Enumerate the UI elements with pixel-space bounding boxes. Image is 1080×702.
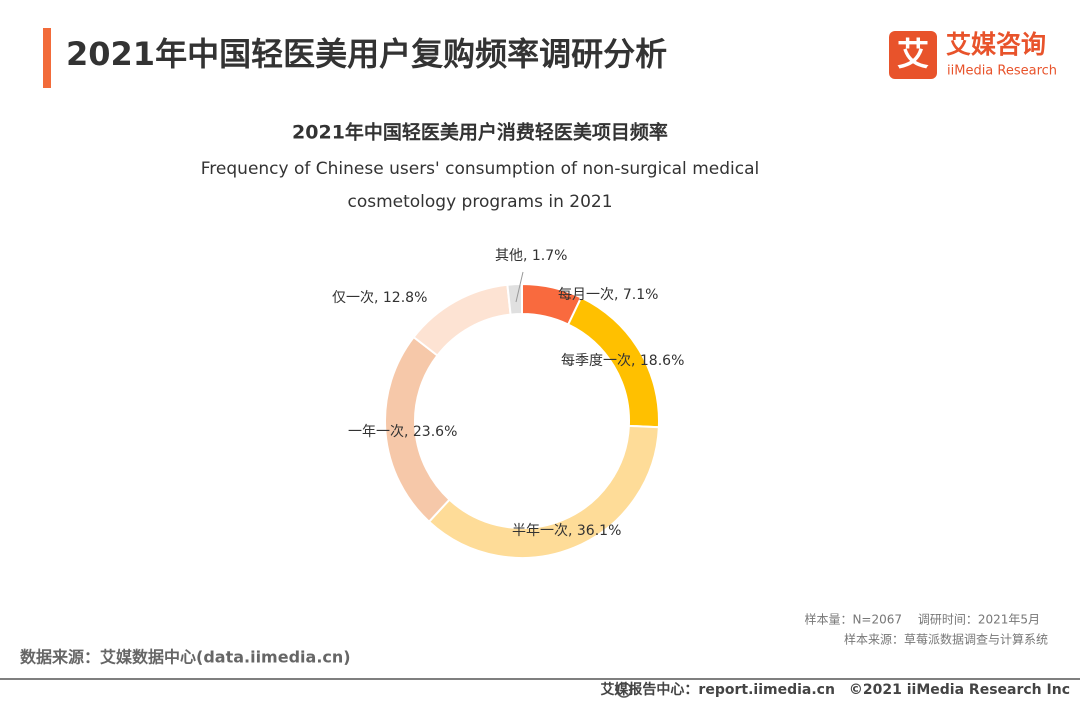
- note: 样本量：N=2067 调研时间：2021年5月: [804, 612, 1040, 627]
- logo-name: 艾媒咨询: [946, 30, 1046, 59]
- page-title: 2021年中国轻医美用户复购频率调研分析: [66, 35, 667, 73]
- data-label: 每月一次, 7.1%: [558, 287, 658, 303]
- chart-subtitle: cosmetology programs in 2021: [347, 192, 612, 212]
- data-label: 其他, 1.7%: [495, 248, 567, 264]
- logo-mark: 艾: [897, 35, 929, 73]
- title-accent: [43, 28, 51, 88]
- logo-sub: iiMedia Research: [947, 64, 1057, 79]
- globe-icon: [616, 682, 632, 698]
- footer: 艾媒报告中心：report.iimedia.cn ©2021 iiMedia R…: [600, 681, 1070, 698]
- data-label: 每季度一次, 18.6%: [561, 353, 684, 369]
- data-label: 半年一次, 36.1%: [512, 523, 621, 539]
- data-label: 仅一次, 12.8%: [332, 290, 427, 306]
- donut-segment: [412, 283, 512, 357]
- note: 样本来源：草莓派数据调查与计算系统: [844, 632, 1048, 647]
- donut: 每月一次, 7.1% 每季度一次, 18.6% 半年一次, 36.1% 一年一次, 2…: [332, 248, 684, 559]
- logo-box: [889, 31, 937, 79]
- data-label: 一年一次, 23.6%: [348, 424, 457, 440]
- source: 数据来源：艾媒数据中心(data.iimedia.cn): [20, 648, 351, 667]
- chart-title: 2021年中国轻医美用户消费轻医美项目频率: [292, 121, 668, 144]
- chart-subtitle: Frequency of Chinese users' consumption …: [201, 159, 759, 179]
- donut-segment: [506, 282, 523, 316]
- leader-line: [515, 271, 524, 303]
